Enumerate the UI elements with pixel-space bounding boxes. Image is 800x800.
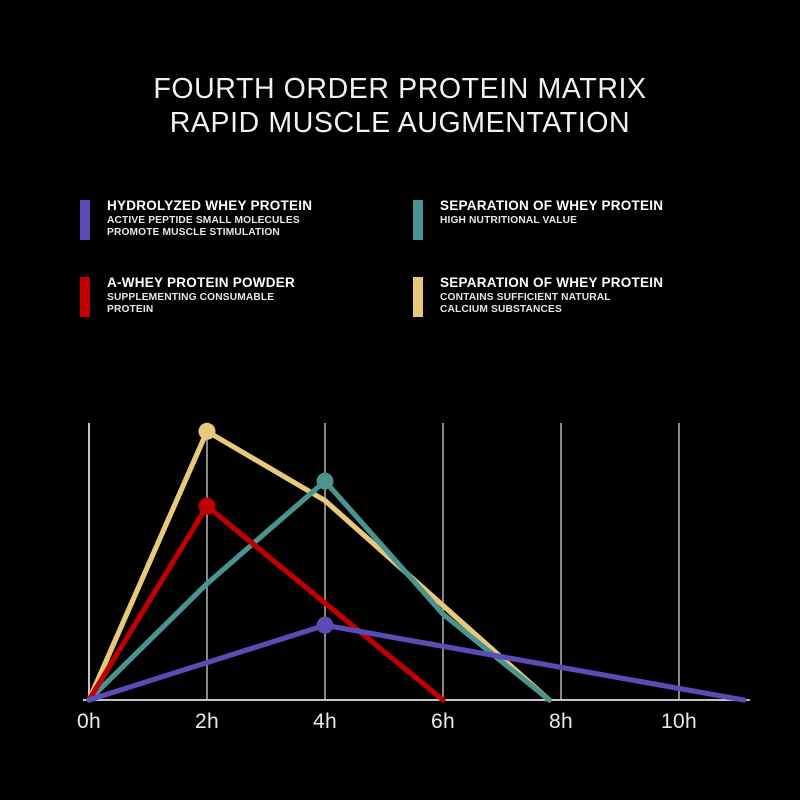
line-chart: 0h 2h 4h 6h 8h 10h	[77, 422, 750, 733]
legend-item-hydrolyzed-whey-protein[interactable]: HYDROLYZED WHEY PROTEIN ACTIVE PEPTIDE S…	[80, 198, 312, 240]
legend-item-title: SEPARATION OF WHEY PROTEIN	[440, 275, 664, 290]
legend-item-subtitle-1: ACTIVE PEPTIDE SMALL MOLECULES	[107, 215, 300, 226]
chart-gridlines	[88, 423, 680, 700]
title-line-2: RAPID MUSCLE AUGMENTATION	[169, 107, 631, 139]
legend-item-separation-of-whey-protein-teal[interactable]: SEPARATION OF WHEY PROTEIN HIGH NUTRITIO…	[413, 198, 663, 240]
chart-series-markers	[198, 422, 334, 634]
legend-item-subtitle-1: CONTAINS SUFFICIENT NATURAL	[440, 292, 611, 303]
legend-swatch-icon	[413, 200, 423, 240]
legend-item-subtitle-2: PROMOTE MUSCLE STIMULATION	[107, 227, 280, 239]
x-axis-tick-label: 2h	[195, 710, 219, 733]
legend-text-group: HYDROLYZED WHEY PROTEIN ACTIVE PEPTIDE S…	[107, 198, 312, 239]
chart-series-lines	[86, 428, 747, 703]
chart-data-point-marker[interactable]	[316, 616, 334, 634]
legend-swatch-icon	[80, 200, 90, 240]
legend-item-title: HYDROLYZED WHEY PROTEIN	[107, 198, 313, 213]
chart-data-point-marker[interactable]	[198, 497, 216, 515]
legend-item-title: SEPARATION OF WHEY PROTEIN	[440, 198, 664, 213]
x-axis-tick-label: 10h	[661, 710, 697, 733]
legend-item-subtitle-2: CALCIUM SUBSTANCES	[440, 304, 562, 316]
legend: HYDROLYZED WHEY PROTEIN ACTIVE PEPTIDE S…	[80, 198, 740, 338]
chart-series-line	[86, 622, 747, 703]
legend-item-a-whey-protein-powder[interactable]: A-WHEY PROTEIN POWDER SUPPLEMENTING CONS…	[80, 275, 295, 317]
x-axis-tick-label: 4h	[313, 710, 337, 733]
legend-item-title: A-WHEY PROTEIN POWDER	[107, 275, 296, 290]
x-axis-tick-label: 0h	[77, 710, 101, 733]
legend-item-separation-of-whey-protein-yellow[interactable]: SEPARATION OF WHEY PROTEIN CONTAINS SUFF…	[413, 275, 663, 317]
chart-container: 0h 2h 4h 6h 8h 10h	[0, 400, 800, 740]
legend-text-group: A-WHEY PROTEIN POWDER SUPPLEMENTING CONS…	[107, 275, 295, 316]
legend-item-subtitle-1: HIGH NUTRITIONAL VALUE	[440, 215, 578, 226]
chart-series-line	[86, 428, 552, 703]
x-axis-tick-label: 8h	[549, 710, 573, 733]
legend-item-subtitle-1: SUPPLEMENTING CONSUMABLE	[107, 292, 275, 303]
legend-text-group: SEPARATION OF WHEY PROTEIN CONTAINS SUFF…	[440, 275, 663, 316]
legend-text-group: SEPARATION OF WHEY PROTEIN HIGH NUTRITIO…	[440, 198, 663, 227]
legend-swatch-icon	[80, 277, 90, 317]
x-axis-tick-label: 6h	[431, 710, 455, 733]
legend-swatch-icon	[413, 277, 423, 317]
title-line-1: FOURTH ORDER PROTEIN MATRIX	[153, 73, 647, 105]
chart-x-tick-labels: 0h 2h 4h 6h 8h 10h	[77, 710, 697, 733]
page-title: FOURTH ORDER PROTEIN MATRIX RAPID MUSCLE…	[0, 72, 800, 140]
chart-data-point-marker[interactable]	[198, 422, 216, 440]
legend-item-subtitle-2: PROTEIN	[107, 304, 154, 316]
chart-data-point-marker[interactable]	[316, 472, 334, 490]
